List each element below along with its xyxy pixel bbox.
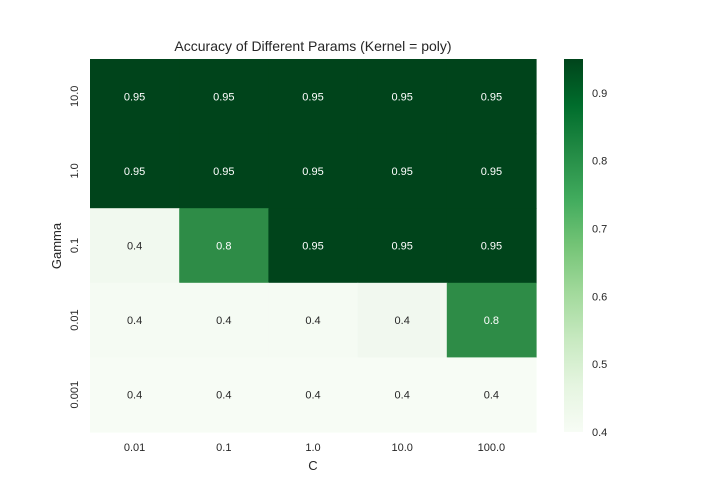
y-tick-label: 0.01 [69,309,81,330]
cell-value-label: 0.95 [124,91,145,103]
heatmap-cell [90,357,180,433]
heatmap-cell [90,208,180,284]
x-axis-label: C [308,458,317,473]
cell-value-label: 0.95 [302,91,323,103]
heatmap-cell [357,282,448,358]
y-tick-labels: 10.0 1.0 0.1 0.01 0.001 [69,86,81,409]
heatmap-cell [90,282,180,358]
y-tick-label: 0.1 [69,238,81,253]
heatmap-cell [179,282,269,358]
cell-value-label: 0.95 [391,241,412,253]
colorbar-tick-label: 0.8 [592,156,607,168]
heatmap-cell [90,59,180,135]
heatmap-cell [446,282,537,358]
cell-value-label: 0.8 [484,315,499,327]
cell-value-label: 0.4 [127,315,142,327]
x-tick-label: 0.01 [124,442,145,454]
heatmap-cell [357,133,448,209]
cell-value-label: 0.8 [216,241,231,253]
x-tick-label: 1.0 [305,442,320,454]
heatmap-cell [446,357,537,433]
x-tick-labels: 0.01 0.1 1.0 10.0 100.0 [124,442,505,454]
heatmap-cell [179,208,269,284]
cell-value-label: 0.4 [395,390,410,402]
heatmap-cell [268,59,359,135]
heatmap-cell [268,282,359,358]
cell-value-label: 0.95 [302,241,323,253]
cell-value-label: 0.95 [213,166,234,178]
y-axis-label: Gamma [49,222,64,269]
colorbar-tick-label: 0.7 [592,224,607,236]
heatmap-cell [446,133,537,209]
heatmap-cell [179,357,269,433]
cell-value-label: 0.4 [216,315,231,327]
colorbar-tick-label: 0.9 [592,88,607,100]
cell-value-label: 0.95 [391,91,412,103]
cell-value-label: 0.4 [127,390,142,402]
y-tick-label: 1.0 [69,163,81,178]
cell-value-label: 0.4 [127,241,142,253]
heatmap-cell [268,208,359,284]
heatmap-cell [179,133,269,209]
cell-value-label: 0.95 [302,166,323,178]
cell-value-label: 0.4 [395,315,410,327]
heatmap-cell [179,59,269,135]
colorbar-tick-label: 0.4 [592,427,607,439]
heatmap-cells [90,59,537,433]
colorbar-tick-label: 0.5 [592,359,607,371]
heatmap-cell [357,208,448,284]
y-tick-label: 10.0 [69,86,81,107]
heatmap-cell-labels: 0.95 0.95 0.95 0.95 0.95 0.95 0.95 0.95 0.95 0.95… [124,91,502,401]
cell-value-label: 0.4 [484,390,499,402]
y-tick-label: 0.001 [69,381,81,409]
colorbar [564,59,583,432]
heatmap-cell [446,59,537,135]
cell-value-label: 0.4 [305,315,320,327]
cell-value-label: 0.4 [305,390,320,402]
heatmap-cell [268,133,359,209]
colorbar-ticks: 0.4 0.5 0.6 0.7 0.8 0.9 [592,88,607,439]
cell-value-label: 0.95 [213,91,234,103]
cell-value-label: 0.95 [124,166,145,178]
heatmap-cell [357,357,448,433]
cell-value-label: 0.95 [391,166,412,178]
heatmap-cell [90,133,180,209]
colorbar-tick-label: 0.6 [592,291,607,303]
x-tick-label: 100.0 [478,442,506,454]
heatmap-cell [268,357,359,433]
cell-value-label: 0.95 [481,91,502,103]
x-tick-label: 10.0 [391,442,412,454]
heatmap-cell [357,59,448,135]
cell-value-label: 0.95 [481,166,502,178]
heatmap-cell [446,208,537,284]
cell-value-label: 0.95 [481,241,502,253]
x-tick-label: 0.1 [216,442,231,454]
chart-title: Accuracy of Different Params (Kernel = p… [174,38,451,54]
cell-value-label: 0.4 [216,390,231,402]
